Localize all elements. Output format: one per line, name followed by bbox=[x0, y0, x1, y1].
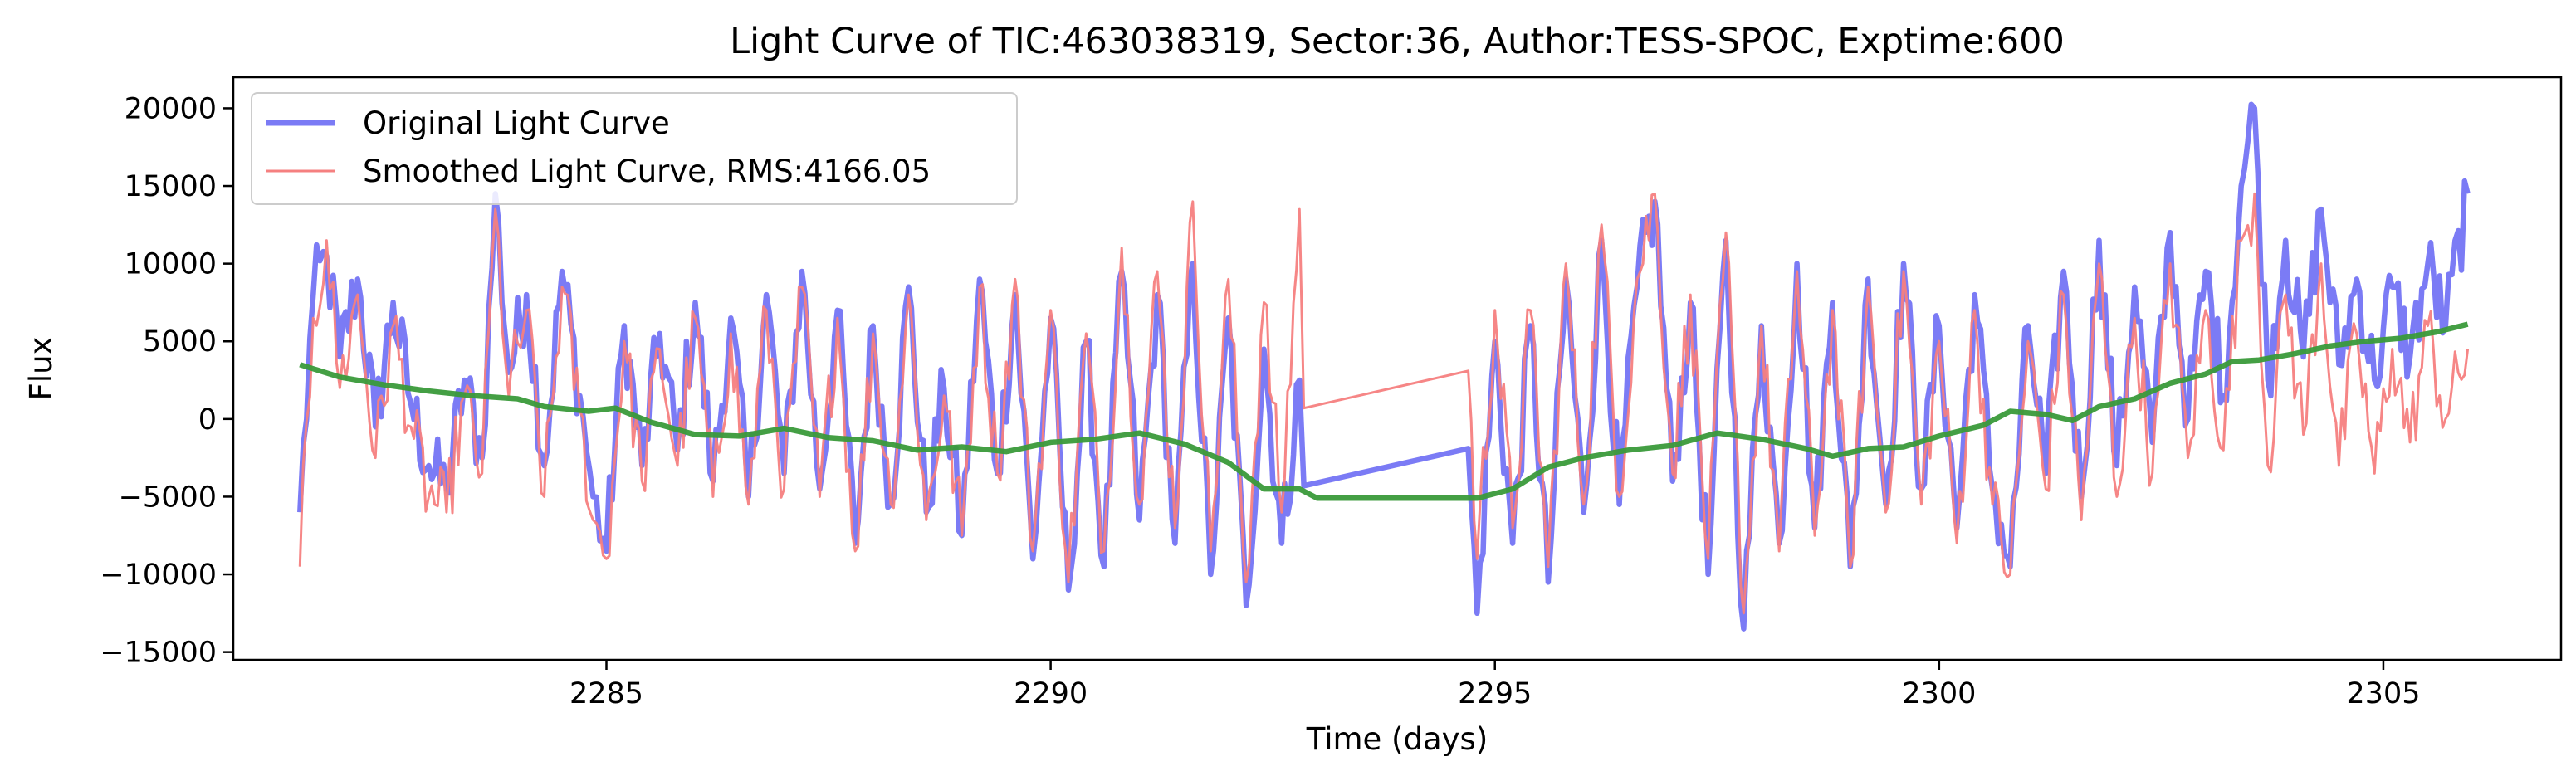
x-tick-label: 2290 bbox=[1014, 677, 1088, 710]
x-tick-label: 2285 bbox=[569, 677, 643, 710]
series-trend-line bbox=[299, 321, 2469, 501]
x-axis: 2285 2290 2295 2300 2305 bbox=[569, 660, 2420, 710]
plot-area bbox=[232, 76, 2563, 661]
y-tick-label: −5000 bbox=[119, 481, 217, 514]
y-tick-label: 15000 bbox=[125, 170, 217, 203]
legend-label-original: Original Light Curve bbox=[363, 105, 670, 141]
x-tick-label: 2300 bbox=[1902, 677, 1976, 710]
y-tick-label: 5000 bbox=[143, 325, 217, 359]
chart-title: Light Curve of TIC:463038319, Sector:36,… bbox=[730, 21, 2065, 62]
series-smoothed-light-curve bbox=[298, 192, 2470, 615]
y-tick-label: −10000 bbox=[100, 559, 217, 592]
legend-box bbox=[251, 92, 1018, 205]
legend-label-smoothed: Smoothed Light Curve, RMS:4166.05 bbox=[363, 154, 931, 189]
y-tick-label: 0 bbox=[198, 403, 217, 437]
legend: Original Light Curve Smoothed Light Curv… bbox=[251, 92, 1018, 205]
y-tick-label: 10000 bbox=[125, 248, 217, 281]
series-layer bbox=[297, 101, 2471, 632]
y-tick-label: 20000 bbox=[125, 92, 217, 125]
x-tick-label: 2295 bbox=[1458, 677, 1532, 710]
y-axis-label: Flux bbox=[23, 337, 59, 401]
plot-frame bbox=[232, 76, 2563, 661]
x-tick-label: 2305 bbox=[2346, 677, 2420, 710]
y-tick-label: −15000 bbox=[100, 637, 217, 670]
y-axis: −15000 −10000 −5000 0 5000 10000 15000 20000 bbox=[100, 92, 233, 670]
x-axis-label: Time (days) bbox=[1306, 721, 1488, 757]
